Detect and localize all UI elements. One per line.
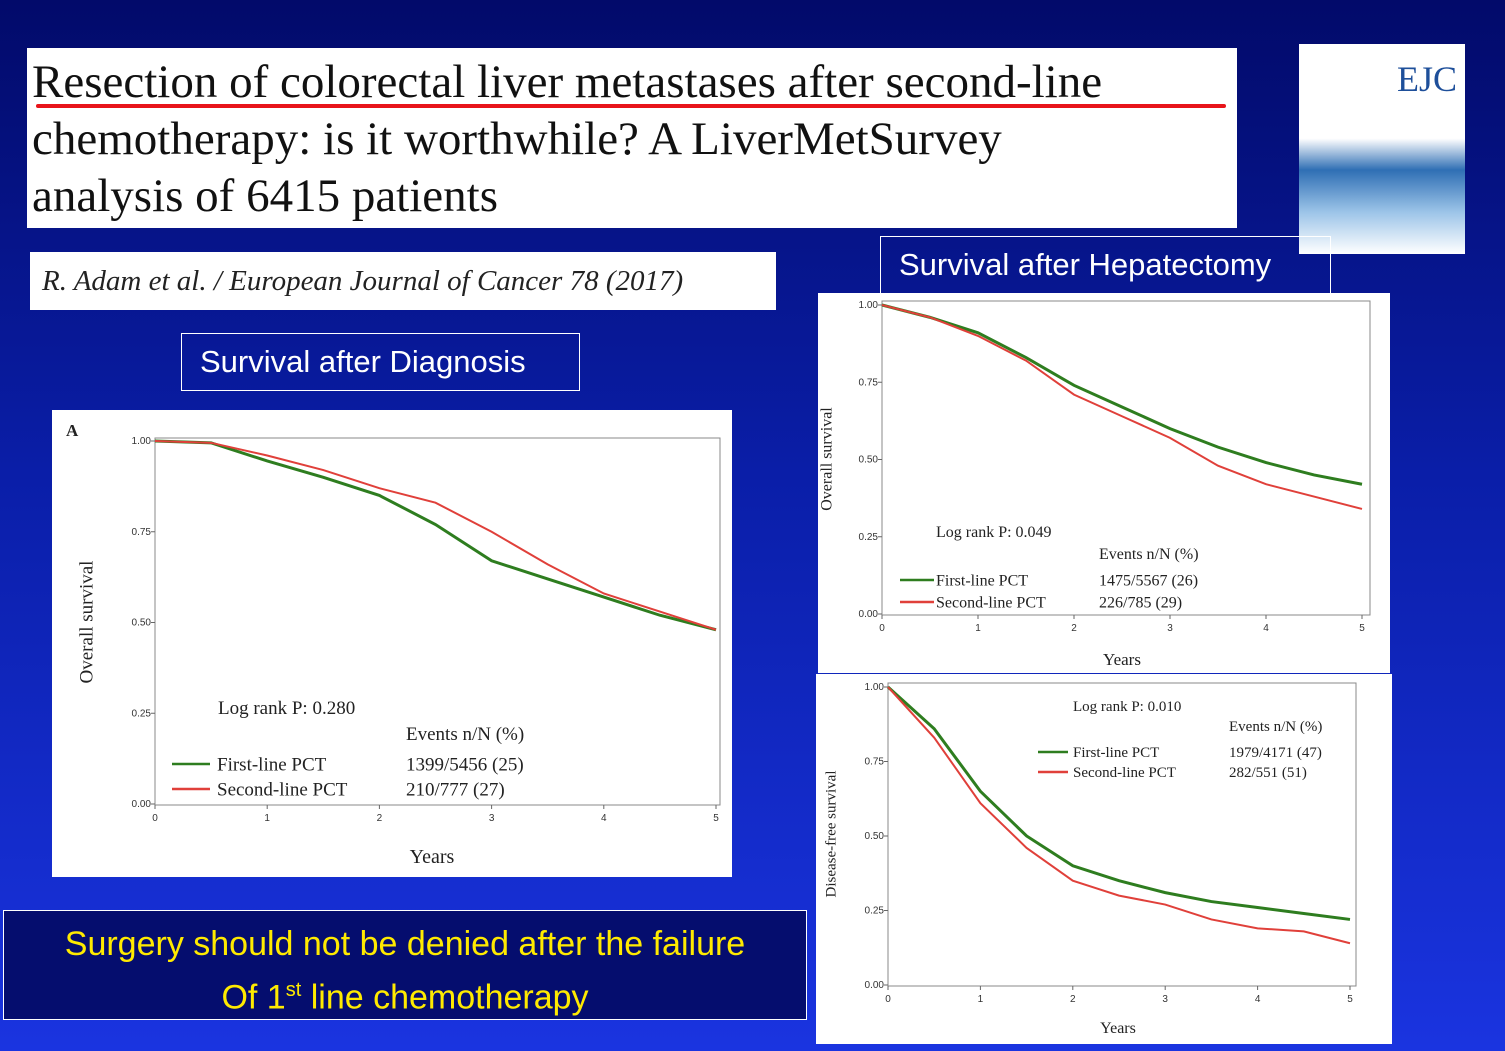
text: line chemotherapy (301, 978, 589, 1017)
paper-title: Resection of colorectal liver metastases… (27, 48, 1237, 228)
survival-curve (154, 440, 717, 631)
underline (36, 104, 1226, 108)
x-tick-label: 3 (489, 813, 495, 824)
events-title: Events n/N (%) (406, 724, 524, 745)
x-tick-label: 0 (152, 813, 158, 824)
legend-label: Second-line PCT (1073, 765, 1176, 781)
x-tick-label: 0 (879, 623, 885, 634)
y-axis-label: Disease-free survival (823, 770, 839, 897)
events-title: Events n/N (%) (1229, 719, 1322, 735)
conclusion-line: Surgery should not be denied after the f… (64, 925, 746, 963)
plot-frame (154, 437, 721, 806)
x-tick-label: 5 (1359, 623, 1365, 634)
events-label: 282/551 (51) (1229, 765, 1307, 781)
conclusion: Surgery should not be denied after the f… (3, 910, 807, 1020)
box-label: Survival after Diagnosis (181, 333, 580, 391)
y-tick-label: 0.25 (859, 532, 879, 543)
y-tick-label: 0.00 (132, 799, 152, 810)
journal-name: EJC (1396, 59, 1457, 99)
survival-curve (886, 685, 1351, 921)
plot-frame (881, 300, 1371, 616)
events-label: 226/785 (29) (1099, 594, 1182, 611)
x-tick-label: 2 (1071, 623, 1077, 634)
x-axis-label: Years (1103, 650, 1141, 669)
panel-label: A (66, 421, 79, 440)
x-tick-label: 1 (264, 813, 270, 824)
y-tick-label: 1.00 (865, 682, 885, 693)
x-tick-label: 2 (377, 813, 383, 824)
x-tick-label: 0 (885, 994, 891, 1005)
legend-label: First-line PCT (217, 754, 327, 775)
events-label: 210/777 (27) (406, 779, 505, 800)
x-tick-label: 5 (713, 813, 719, 824)
x-tick-label: 4 (1263, 623, 1269, 634)
annotation: Log rank P: 0.049 (936, 524, 1052, 541)
title-line: analysis of 6415 patients (32, 170, 499, 222)
x-tick-label: 1 (978, 994, 984, 1005)
y-tick-label: 0.25 (865, 906, 885, 917)
x-tick-label: 4 (1255, 994, 1261, 1005)
y-tick-label: 0.00 (859, 609, 879, 620)
legend-label: First-line PCT (1073, 745, 1159, 761)
x-tick-label: 5 (1347, 994, 1353, 1005)
chart: 0.00 0.25 0.50 0.75 1.00 0 1 2 3 4 5 First-line PCT… (816, 674, 1392, 1044)
title-line: Resection of colorectal liver metastases… (32, 56, 1103, 108)
journal-cover: EJC (1299, 44, 1465, 254)
events-label: 1399/5456 (25) (406, 754, 524, 775)
x-axis-label: Years (1100, 1020, 1136, 1037)
chart: 0.00 0.25 0.50 0.75 1.00 0 1 2 3 4 5 First-line PCT… (52, 410, 732, 877)
survival-curve (881, 303, 1363, 486)
legend-label: Second-line PCT (217, 779, 348, 800)
y-tick-label: 0.00 (865, 980, 885, 991)
x-tick-label: 3 (1162, 994, 1168, 1005)
box-label: Survival after Hepatectomy (880, 236, 1331, 296)
annotation: Log rank P: 0.010 (1073, 699, 1181, 715)
y-axis-label: Overall survival (819, 407, 836, 511)
events-label: 1979/4171 (47) (1229, 745, 1322, 761)
x-tick-label: 4 (601, 813, 607, 824)
survival-curve (887, 686, 1351, 945)
y-tick-label: 0.75 (132, 527, 152, 538)
x-tick-label: 2 (1070, 994, 1076, 1005)
chart: 0.00 0.25 0.50 0.75 1.00 0 1 2 3 4 5 First-line PCT… (818, 293, 1390, 673)
y-axis-label: Overall survival (76, 561, 97, 684)
title-line: chemotherapy: is it worthwhile? A LiverM… (32, 113, 1002, 165)
x-tick-label: 3 (1167, 623, 1173, 634)
citation: R. Adam et al. / European Journal of Can… (30, 252, 776, 310)
legend-label: Second-line PCT (936, 594, 1046, 611)
x-axis-label: Years (410, 846, 455, 868)
survival-curve (881, 304, 1363, 510)
y-tick-label: 0.50 (865, 831, 885, 842)
y-tick-label: 1.00 (132, 436, 152, 447)
conclusion-line: Of 1st line chemotherapy (4, 967, 806, 1020)
y-tick-label: 0.50 (132, 618, 152, 629)
plot-frame (887, 682, 1357, 987)
y-tick-label: 0.75 (859, 377, 879, 388)
survival-curve (154, 439, 717, 632)
events-title: Events n/N (%) (1099, 546, 1199, 563)
superscript: st (285, 979, 302, 1001)
x-tick-label: 1 (975, 623, 981, 634)
annotation: Log rank P: 0.280 (218, 698, 355, 719)
y-tick-label: 0.75 (865, 757, 885, 768)
events-label: 1475/5567 (26) (1099, 572, 1198, 589)
legend-label: First-line PCT (936, 572, 1028, 589)
y-tick-label: 0.50 (859, 455, 879, 466)
text: Of 1 (221, 978, 286, 1017)
y-tick-label: 0.25 (132, 708, 152, 719)
y-tick-label: 1.00 (859, 300, 879, 311)
